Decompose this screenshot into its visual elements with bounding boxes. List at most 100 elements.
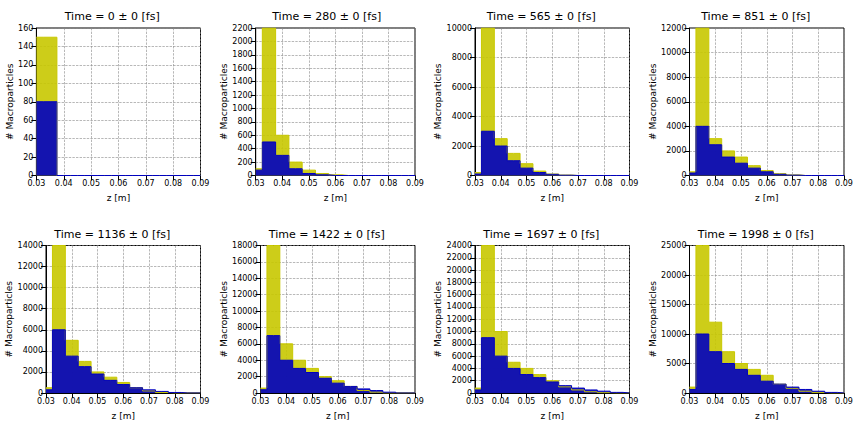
svg-text:z [m]: z [m] <box>107 193 130 203</box>
svg-text:0.08: 0.08 <box>380 179 398 188</box>
svg-text:20000: 20000 <box>447 266 472 275</box>
svg-text:0.07: 0.07 <box>137 179 155 188</box>
svg-text:0.09: 0.09 <box>406 397 424 406</box>
svg-text:0.08: 0.08 <box>164 179 182 188</box>
svg-text:0.05: 0.05 <box>732 179 750 188</box>
svg-text:800: 800 <box>237 117 252 126</box>
svg-text:16000: 16000 <box>447 290 472 299</box>
svg-text:200: 200 <box>237 158 252 167</box>
svg-text:6000: 6000 <box>23 325 43 334</box>
svg-text:0.09: 0.09 <box>835 397 853 406</box>
svg-text:# Macroparticles: # Macroparticles <box>433 63 443 140</box>
svg-text:0.07: 0.07 <box>569 397 587 406</box>
svg-text:0.04: 0.04 <box>273 179 291 188</box>
svg-text:6000: 6000 <box>666 97 686 106</box>
svg-text:2000: 2000 <box>23 367 43 376</box>
svg-text:400: 400 <box>237 144 252 153</box>
svg-text:4000: 4000 <box>452 112 472 121</box>
svg-text:40: 40 <box>23 134 33 143</box>
svg-text:Time = 280 ± 0 [fs]: Time = 280 ± 0 [fs] <box>271 10 381 23</box>
svg-text:22000: 22000 <box>447 253 472 262</box>
svg-text:0.09: 0.09 <box>621 179 639 188</box>
svg-text:18000: 18000 <box>447 278 472 287</box>
svg-text:# Macroparticles: # Macroparticles <box>433 281 443 358</box>
svg-text:0.06: 0.06 <box>110 179 128 188</box>
svg-text:6000: 6000 <box>237 339 257 348</box>
svg-text:140: 140 <box>18 42 33 51</box>
svg-text:z [m]: z [m] <box>541 411 564 421</box>
svg-text:20: 20 <box>23 153 33 162</box>
svg-text:2000: 2000 <box>237 372 257 381</box>
svg-text:2200: 2200 <box>232 24 252 33</box>
svg-text:0.08: 0.08 <box>809 397 827 406</box>
svg-text:1600: 1600 <box>232 64 252 73</box>
svg-text:0.03: 0.03 <box>466 179 484 188</box>
svg-text:8000: 8000 <box>237 323 257 332</box>
svg-text:0.04: 0.04 <box>63 397 81 406</box>
svg-text:z [m]: z [m] <box>112 411 135 421</box>
svg-text:0.08: 0.08 <box>809 179 827 188</box>
svg-text:0.08: 0.08 <box>595 397 613 406</box>
svg-text:10000: 10000 <box>661 330 686 339</box>
svg-text:0.04: 0.04 <box>706 179 724 188</box>
svg-text:24000: 24000 <box>447 241 472 250</box>
svg-text:0.03: 0.03 <box>252 397 270 406</box>
svg-text:0.03: 0.03 <box>247 179 265 188</box>
svg-text:0.05: 0.05 <box>518 179 536 188</box>
svg-text:4000: 4000 <box>666 122 686 131</box>
svg-text:60: 60 <box>23 116 33 125</box>
svg-text:1200: 1200 <box>232 91 252 100</box>
svg-text:0.06: 0.06 <box>543 397 561 406</box>
svg-text:# Macroparticles: # Macroparticles <box>219 63 229 140</box>
svg-text:z [m]: z [m] <box>326 411 349 421</box>
svg-text:0.09: 0.09 <box>406 179 424 188</box>
svg-text:10000: 10000 <box>447 24 472 33</box>
svg-text:0.03: 0.03 <box>37 397 55 406</box>
svg-text:10000: 10000 <box>447 327 472 336</box>
svg-text:# Macroparticles: # Macroparticles <box>648 63 658 140</box>
svg-text:0.09: 0.09 <box>621 397 639 406</box>
svg-text:0.07: 0.07 <box>569 179 587 188</box>
svg-text:2000: 2000 <box>666 146 686 155</box>
svg-text:0.07: 0.07 <box>353 179 371 188</box>
svg-text:z [m]: z [m] <box>755 193 778 203</box>
svg-text:14000: 14000 <box>232 274 257 283</box>
svg-text:# Macroparticles: # Macroparticles <box>5 63 15 140</box>
svg-text:8000: 8000 <box>452 53 472 62</box>
svg-text:0.06: 0.06 <box>543 179 561 188</box>
svg-text:8000: 8000 <box>666 73 686 82</box>
svg-text:0.04: 0.04 <box>492 179 510 188</box>
svg-text:2000: 2000 <box>452 142 472 151</box>
svg-text:z [m]: z [m] <box>541 193 564 203</box>
svg-text:600: 600 <box>237 131 252 140</box>
svg-text:10000: 10000 <box>232 307 257 316</box>
svg-text:Time = 1998 ± 0 [fs]: Time = 1998 ± 0 [fs] <box>697 228 814 241</box>
svg-text:0.07: 0.07 <box>355 397 373 406</box>
svg-text:10000: 10000 <box>18 283 43 292</box>
svg-text:20000: 20000 <box>661 271 686 280</box>
svg-text:0.03: 0.03 <box>466 397 484 406</box>
svg-text:# Macroparticles: # Macroparticles <box>219 281 229 358</box>
svg-text:25000: 25000 <box>661 241 686 250</box>
svg-text:1400: 1400 <box>232 77 252 86</box>
svg-text:0.06: 0.06 <box>758 179 776 188</box>
svg-text:0.08: 0.08 <box>166 397 184 406</box>
svg-text:4000: 4000 <box>452 364 472 373</box>
svg-text:8000: 8000 <box>23 304 43 313</box>
svg-text:0.07: 0.07 <box>784 397 802 406</box>
svg-text:0.06: 0.06 <box>329 397 347 406</box>
svg-text:18000: 18000 <box>232 241 257 250</box>
svg-text:# Macroparticles: # Macroparticles <box>4 281 14 358</box>
svg-text:1000: 1000 <box>232 104 252 113</box>
svg-text:0.07: 0.07 <box>140 397 158 406</box>
svg-text:0.05: 0.05 <box>732 397 750 406</box>
svg-text:12000: 12000 <box>447 315 472 324</box>
svg-text:6000: 6000 <box>452 83 472 92</box>
svg-text:0.08: 0.08 <box>380 397 398 406</box>
svg-text:5000: 5000 <box>666 359 686 368</box>
svg-text:0.03: 0.03 <box>681 179 699 188</box>
svg-text:0.04: 0.04 <box>55 179 73 188</box>
svg-text:0.07: 0.07 <box>784 179 802 188</box>
svg-text:15000: 15000 <box>661 300 686 309</box>
svg-text:8000: 8000 <box>452 339 472 348</box>
